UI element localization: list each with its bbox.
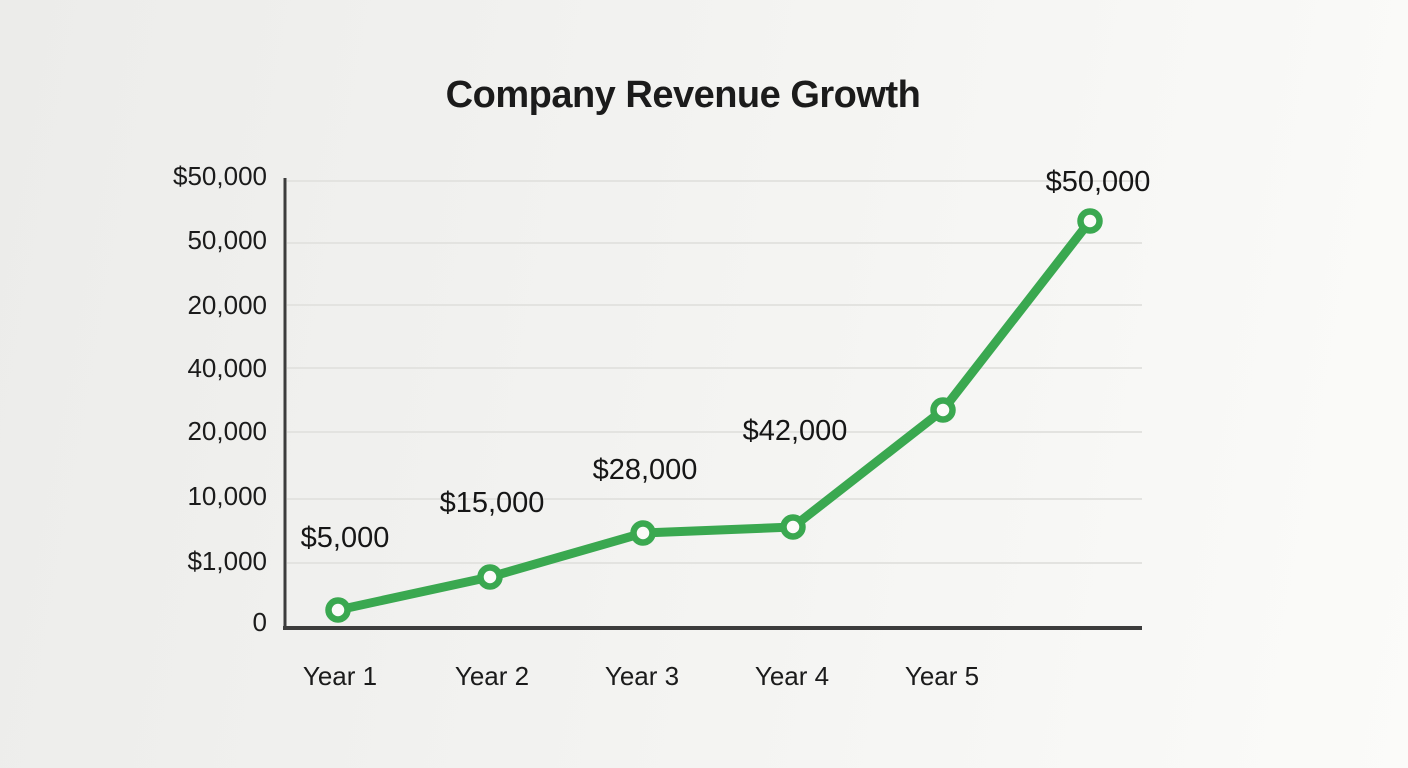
y-axis-tick-label: 0 <box>252 607 267 637</box>
point-value-label: $15,000 <box>439 487 545 519</box>
y-axis-tick-label: $50,000 <box>173 161 267 191</box>
data-point-marker <box>1077 208 1103 234</box>
data-point-marker <box>780 514 806 540</box>
y-axis-tick-label: 20,000 <box>187 290 267 320</box>
point-value-label: $28,000 <box>592 454 698 486</box>
y-axis-tick-label: 20,000 <box>187 416 267 446</box>
x-axis-tick-label: Year 5 <box>904 661 980 691</box>
data-point-marker <box>325 597 351 623</box>
data-point-marker <box>477 564 503 590</box>
point-value-label: $42,000 <box>742 415 848 447</box>
chart-title: Company Revenue Growth <box>445 74 921 116</box>
y-axis-tick-label: 10,000 <box>187 481 267 511</box>
x-axis-tick-label: Year 1 <box>302 661 378 691</box>
x-axis-tick-label: Year 2 <box>454 661 530 691</box>
revenue-line <box>333 216 1095 615</box>
data-point-marker <box>630 520 656 546</box>
y-axis-tick-label: $1,000 <box>187 546 267 576</box>
point-value-label: $5,000 <box>300 522 390 554</box>
y-axis-tick-label: 50,000 <box>187 225 267 255</box>
data-point-marker <box>930 397 956 423</box>
x-axis-tick-label: Year 3 <box>604 661 680 691</box>
x-axis-tick-label: Year 4 <box>754 661 830 691</box>
point-value-label: $50,000 <box>1045 166 1151 198</box>
y-axis-tick-label: 40,000 <box>187 353 267 383</box>
